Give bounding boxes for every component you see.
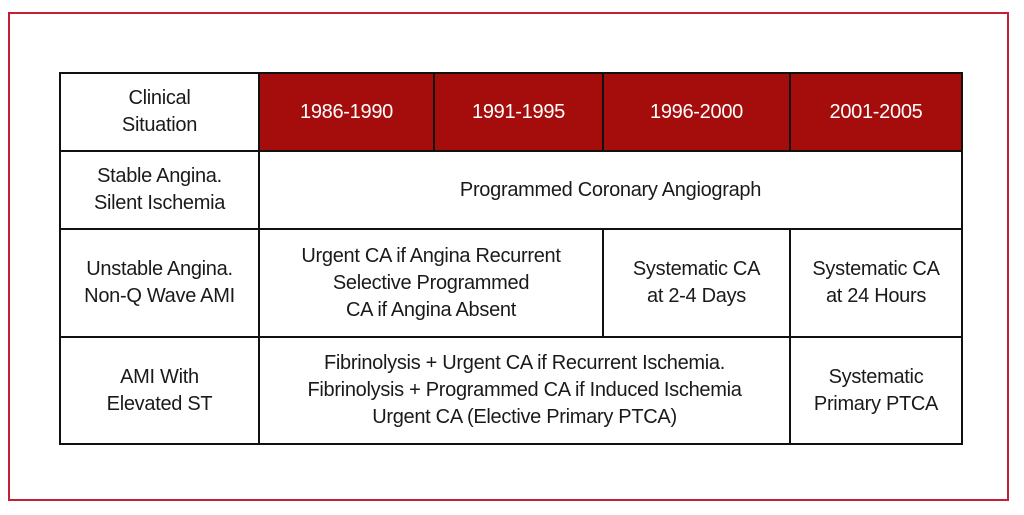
cell-programmed-coronary-angiograph: Programmed Coronary Angiograph (258, 150, 963, 230)
header-period-1986-1990: 1986-1990 (258, 72, 435, 152)
situation-unstable-angina: Unstable Angina. Non-Q Wave AMI (59, 228, 260, 338)
cell-fibrinolysis-strategies: Fibrinolysis + Urgent CA if Recurrent Is… (258, 336, 791, 445)
header-period-1996-2000: 1996-2000 (602, 72, 791, 152)
cell-systematic-primary-ptca: Systematic Primary PTCA (789, 336, 963, 445)
coronary-angiography-timeline-table: Clinical Situation 1986-1990 1991-1995 1… (59, 72, 963, 445)
header-period-2001-2005: 2001-2005 (789, 72, 963, 152)
situation-stable-angina: Stable Angina. Silent Ischemia (59, 150, 260, 230)
situation-ami-elevated-st: AMI With Elevated ST (59, 336, 260, 445)
header-row: Clinical Situation 1986-1990 1991-1995 1… (59, 72, 963, 152)
header-period-1991-1995: 1991-1995 (433, 72, 604, 152)
cell-systematic-ca-24-hours: Systematic CA at 24 Hours (789, 228, 963, 338)
row-stable-angina: Stable Angina. Silent Ischemia Programme… (59, 150, 963, 230)
outer-red-frame (8, 12, 1009, 501)
row-unstable-angina: Unstable Angina. Non-Q Wave AMI Urgent C… (59, 228, 963, 338)
row-ami-elevated-st: AMI With Elevated ST Fibrinolysis + Urge… (59, 336, 963, 445)
header-clinical-situation: Clinical Situation (59, 72, 260, 152)
cell-systematic-ca-2-4-days: Systematic CA at 2-4 Days (602, 228, 791, 338)
cell-urgent-ca-selective-programmed: Urgent CA if Angina Recurrent Selective … (258, 228, 604, 338)
